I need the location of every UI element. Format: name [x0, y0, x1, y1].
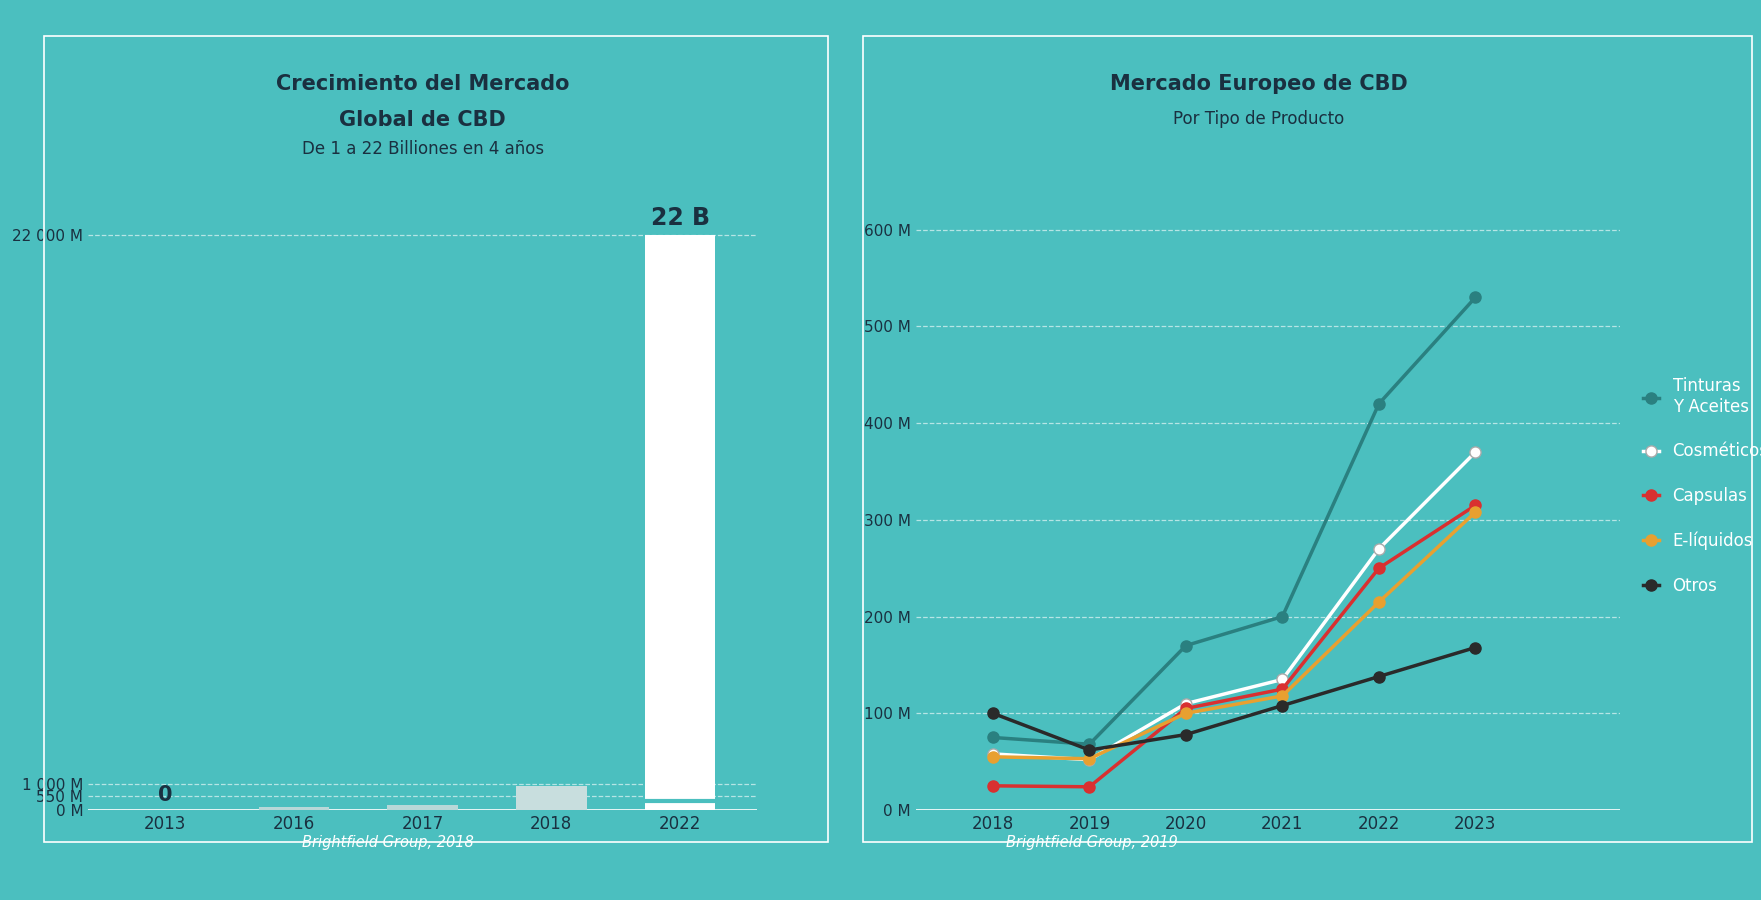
- Text: Por Tipo de Producto: Por Tipo de Producto: [1173, 110, 1345, 128]
- Bar: [387, 805, 458, 810]
- Text: Brightfield Group, 2019: Brightfield Group, 2019: [1006, 835, 1178, 850]
- Text: 22 B: 22 B: [650, 206, 710, 230]
- Legend: Tinturas
Y Aceites, Cosméticos, Capsulas, E-líquidos, Otros: Tinturas Y Aceites, Cosméticos, Capsulas…: [1643, 377, 1761, 595]
- Text: 0: 0: [158, 786, 173, 806]
- Bar: [516, 787, 586, 810]
- Text: De 1 a 22 Billiones en 4 años: De 1 a 22 Billiones en 4 años: [301, 140, 544, 158]
- Text: Brightfield Group, 2018: Brightfield Group, 2018: [301, 835, 474, 850]
- Text: Global de CBD: Global de CBD: [340, 111, 505, 130]
- Bar: [259, 807, 329, 810]
- Text: Mercado Europeo de CBD: Mercado Europeo de CBD: [1109, 75, 1409, 94]
- Bar: [645, 235, 715, 810]
- Text: Crecimiento del Mercado: Crecimiento del Mercado: [276, 75, 569, 94]
